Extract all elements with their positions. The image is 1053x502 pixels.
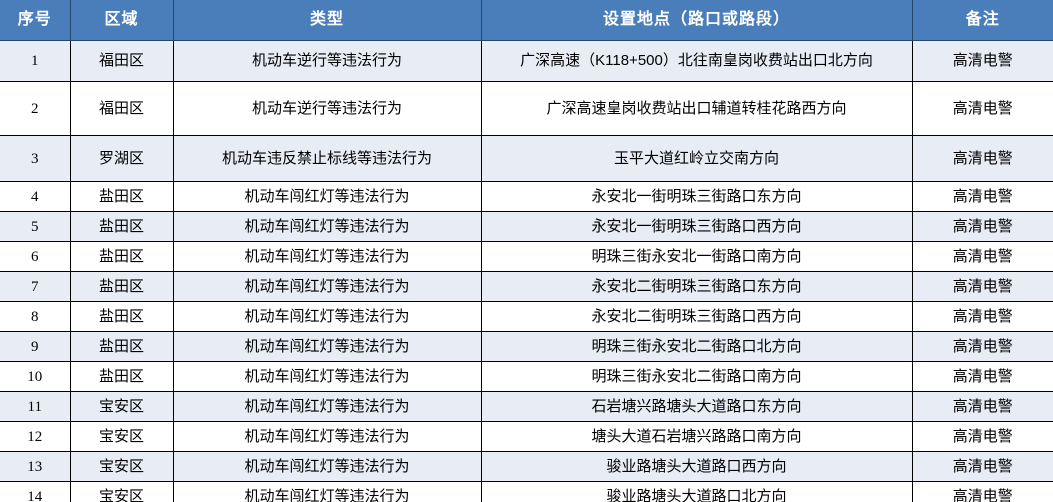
- cell-location: 玉平大道红岭立交南方向: [480, 135, 913, 182]
- cell-seq: 9: [0, 331, 71, 362]
- table-body: 1 福田区 机动车逆行等违法行为 广深高速（K118+500）北往南皇岗收费站出口北方…: [0, 40, 1053, 502]
- table-row[interactable]: 6 盐田区 机动车闯红灯等违法行为 明珠三街永安北一街路口南方向 高清电警: [0, 241, 1053, 272]
- cell-remark: 高清电警: [911, 391, 1053, 422]
- cell-seq: 6: [0, 241, 71, 272]
- cell-seq: 10: [0, 361, 71, 392]
- cell-remark: 高清电警: [911, 301, 1053, 332]
- cell-location: 广深高速（K118+500）北往南皇岗收费站出口北方向: [480, 40, 913, 82]
- cell-location: 明珠三街永安北二街路口北方向: [480, 331, 913, 362]
- cell-area: 宝安区: [69, 421, 174, 452]
- cell-remark: 高清电警: [911, 451, 1053, 482]
- cell-type: 机动车闯红灯等违法行为: [172, 241, 482, 272]
- cell-seq: 3: [0, 135, 71, 182]
- cell-seq: 11: [0, 391, 71, 422]
- cell-type: 机动车逆行等违法行为: [172, 40, 482, 82]
- cell-type: 机动车闯红灯等违法行为: [172, 391, 482, 422]
- cell-type: 机动车闯红灯等违法行为: [172, 331, 482, 362]
- table-row[interactable]: 10 盐田区 机动车闯红灯等违法行为 明珠三街永安北二街路口南方向 高清电警: [0, 361, 1053, 392]
- cell-location: 骏业路塘头大道路口西方向: [480, 451, 913, 482]
- table-row[interactable]: 2 福田区 机动车逆行等违法行为 广深高速皇岗收费站出口辅道转桂花路西方向 高清电警: [0, 81, 1053, 136]
- cell-seq: 14: [0, 481, 71, 502]
- cell-seq: 2: [0, 81, 71, 136]
- column-header-remark[interactable]: 备注: [911, 0, 1053, 41]
- cell-remark: 高清电警: [911, 361, 1053, 392]
- cell-seq: 13: [0, 451, 71, 482]
- cell-location: 塘头大道石岩塘兴路路口南方向: [480, 421, 913, 452]
- cell-remark: 高清电警: [911, 421, 1053, 452]
- cell-area: 盐田区: [69, 271, 174, 302]
- cell-seq: 5: [0, 211, 71, 242]
- cell-area: 盐田区: [69, 361, 174, 392]
- table-row[interactable]: 8 盐田区 机动车闯红灯等违法行为 永安北二街明珠三街路口西方向 高清电警: [0, 301, 1053, 332]
- table-row[interactable]: 11 宝安区 机动车闯红灯等违法行为 石岩塘兴路塘头大道路口东方向 高清电警: [0, 391, 1053, 422]
- table-row[interactable]: 7 盐田区 机动车闯红灯等违法行为 永安北二街明珠三街路口东方向 高清电警: [0, 271, 1053, 302]
- cell-location: 石岩塘兴路塘头大道路口东方向: [480, 391, 913, 422]
- cell-type: 机动车闯红灯等违法行为: [172, 361, 482, 392]
- cell-remark: 高清电警: [911, 271, 1053, 302]
- cell-location: 明珠三街永安北二街路口南方向: [480, 361, 913, 392]
- cell-area: 宝安区: [69, 481, 174, 502]
- cell-type: 机动车闯红灯等违法行为: [172, 421, 482, 452]
- cell-type: 机动车闯红灯等违法行为: [172, 451, 482, 482]
- cell-location: 永安北二街明珠三街路口东方向: [480, 271, 913, 302]
- cell-area: 盐田区: [69, 241, 174, 272]
- header-row: 序号 区域 类型 设置地点（路口或路段） 备注: [0, 0, 1053, 41]
- column-header-type[interactable]: 类型: [172, 0, 482, 41]
- cell-remark: 高清电警: [911, 40, 1053, 82]
- cell-area: 罗湖区: [69, 135, 174, 182]
- cell-seq: 1: [0, 40, 71, 82]
- cell-remark: 高清电警: [911, 211, 1053, 242]
- cell-location: 永安北一街明珠三街路口东方向: [480, 181, 913, 212]
- table-row[interactable]: 4 盐田区 机动车闯红灯等违法行为 永安北一街明珠三街路口东方向 高清电警: [0, 181, 1053, 212]
- cell-location: 永安北一街明珠三街路口西方向: [480, 211, 913, 242]
- cell-location: 永安北二街明珠三街路口西方向: [480, 301, 913, 332]
- cell-location: 广深高速皇岗收费站出口辅道转桂花路西方向: [480, 81, 913, 136]
- cell-area: 福田区: [69, 81, 174, 136]
- cell-remark: 高清电警: [911, 331, 1053, 362]
- cell-location: 骏业路塘头大道路口北方向: [480, 481, 913, 502]
- cell-type: 机动车闯红灯等违法行为: [172, 301, 482, 332]
- table-row[interactable]: 13 宝安区 机动车闯红灯等违法行为 骏业路塘头大道路口西方向 高清电警: [0, 451, 1053, 482]
- table-row[interactable]: 12 宝安区 机动车闯红灯等违法行为 塘头大道石岩塘兴路路口南方向 高清电警: [0, 421, 1053, 452]
- cell-type: 机动车闯红灯等违法行为: [172, 181, 482, 212]
- cell-seq: 12: [0, 421, 71, 452]
- table-row[interactable]: 1 福田区 机动车逆行等违法行为 广深高速（K118+500）北往南皇岗收费站出口北方…: [0, 40, 1053, 82]
- cell-area: 宝安区: [69, 451, 174, 482]
- cell-seq: 7: [0, 271, 71, 302]
- cell-seq: 8: [0, 301, 71, 332]
- cell-area: 盐田区: [69, 331, 174, 362]
- table-row[interactable]: 9 盐田区 机动车闯红灯等违法行为 明珠三街永安北二街路口北方向 高清电警: [0, 331, 1053, 362]
- cell-area: 宝安区: [69, 391, 174, 422]
- cell-remark: 高清电警: [911, 181, 1053, 212]
- cell-seq: 4: [0, 181, 71, 212]
- column-header-area[interactable]: 区域: [69, 0, 174, 41]
- cell-remark: 高清电警: [911, 481, 1053, 502]
- cell-remark: 高清电警: [911, 81, 1053, 136]
- cell-type: 机动车逆行等违法行为: [172, 81, 482, 136]
- cell-type: 机动车闯红灯等违法行为: [172, 271, 482, 302]
- cell-remark: 高清电警: [911, 135, 1053, 182]
- table-row[interactable]: 3 罗湖区 机动车违反禁止标线等违法行为 玉平大道红岭立交南方向 高清电警: [0, 135, 1053, 182]
- column-header-seq[interactable]: 序号: [0, 0, 71, 41]
- cell-remark: 高清电警: [911, 241, 1053, 272]
- table-row[interactable]: 5 盐田区 机动车闯红灯等违法行为 永安北一街明珠三街路口西方向 高清电警: [0, 211, 1053, 242]
- cell-area: 福田区: [69, 40, 174, 82]
- table-header: 序号 区域 类型 设置地点（路口或路段） 备注: [0, 0, 1053, 41]
- cell-type: 机动车闯红灯等违法行为: [172, 481, 482, 502]
- cell-area: 盐田区: [69, 301, 174, 332]
- table-row[interactable]: 14 宝安区 机动车闯红灯等违法行为 骏业路塘头大道路口北方向 高清电警: [0, 481, 1053, 502]
- column-header-location[interactable]: 设置地点（路口或路段）: [480, 0, 913, 41]
- cell-location: 明珠三街永安北一街路口南方向: [480, 241, 913, 272]
- cell-area: 盐田区: [69, 181, 174, 212]
- cell-type: 机动车违反禁止标线等违法行为: [172, 135, 482, 182]
- cell-type: 机动车闯红灯等违法行为: [172, 211, 482, 242]
- cell-area: 盐田区: [69, 211, 174, 242]
